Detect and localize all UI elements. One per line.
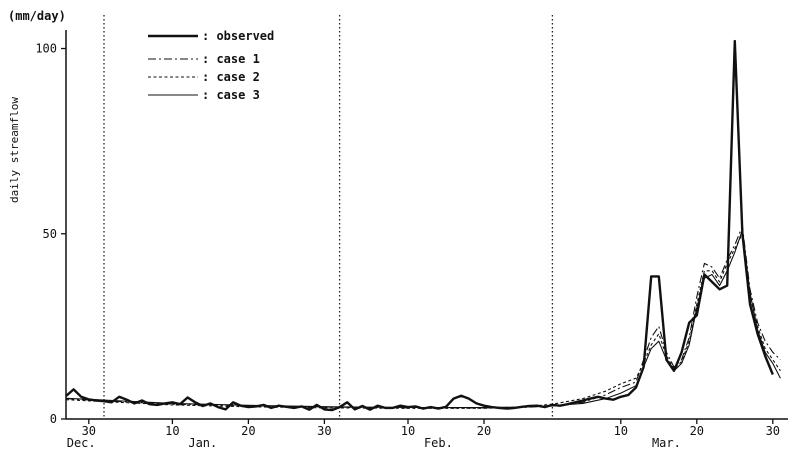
x-tick-label: 30: [317, 424, 331, 438]
legend-label-0: : observed: [202, 29, 274, 43]
x-tick-label: 20: [477, 424, 491, 438]
series-line-0: [65, 39, 774, 412]
y-tick-label: 0: [50, 412, 57, 426]
x-month-label: Jan.: [188, 436, 217, 450]
series-line-1: [65, 225, 781, 409]
x-tick-label: 20: [241, 424, 255, 438]
y-tick-label: 100: [35, 42, 57, 56]
x-tick-label: 10: [401, 424, 415, 438]
y-tick-label: 50: [43, 227, 57, 241]
x-tick-label: 20: [690, 424, 704, 438]
legend-label-1: : case 1: [202, 52, 260, 66]
x-tick-label: 30: [82, 424, 96, 438]
legend-label-2: : case 2: [202, 70, 260, 84]
x-month-label: Dec.: [67, 436, 96, 450]
y-axis-title: daily streamflow: [8, 97, 21, 203]
legend-label-3: : case 3: [202, 88, 260, 102]
series-line-3: [65, 229, 781, 409]
legend: : observed : case 1 : case 2 : case 3: [148, 29, 274, 102]
x-tick-label: 10: [614, 424, 628, 438]
axes: [65, 30, 788, 420]
month-divider-layer: [103, 15, 554, 419]
series-line-2: [65, 233, 781, 409]
x-month-label: Feb.: [424, 436, 453, 450]
y-unit-label: (mm/day): [8, 9, 66, 23]
x-tick-label: 10: [165, 424, 179, 438]
x-month-label: Mar.: [652, 436, 681, 450]
x-tick-label: 30: [766, 424, 780, 438]
series-layer: [65, 39, 781, 412]
